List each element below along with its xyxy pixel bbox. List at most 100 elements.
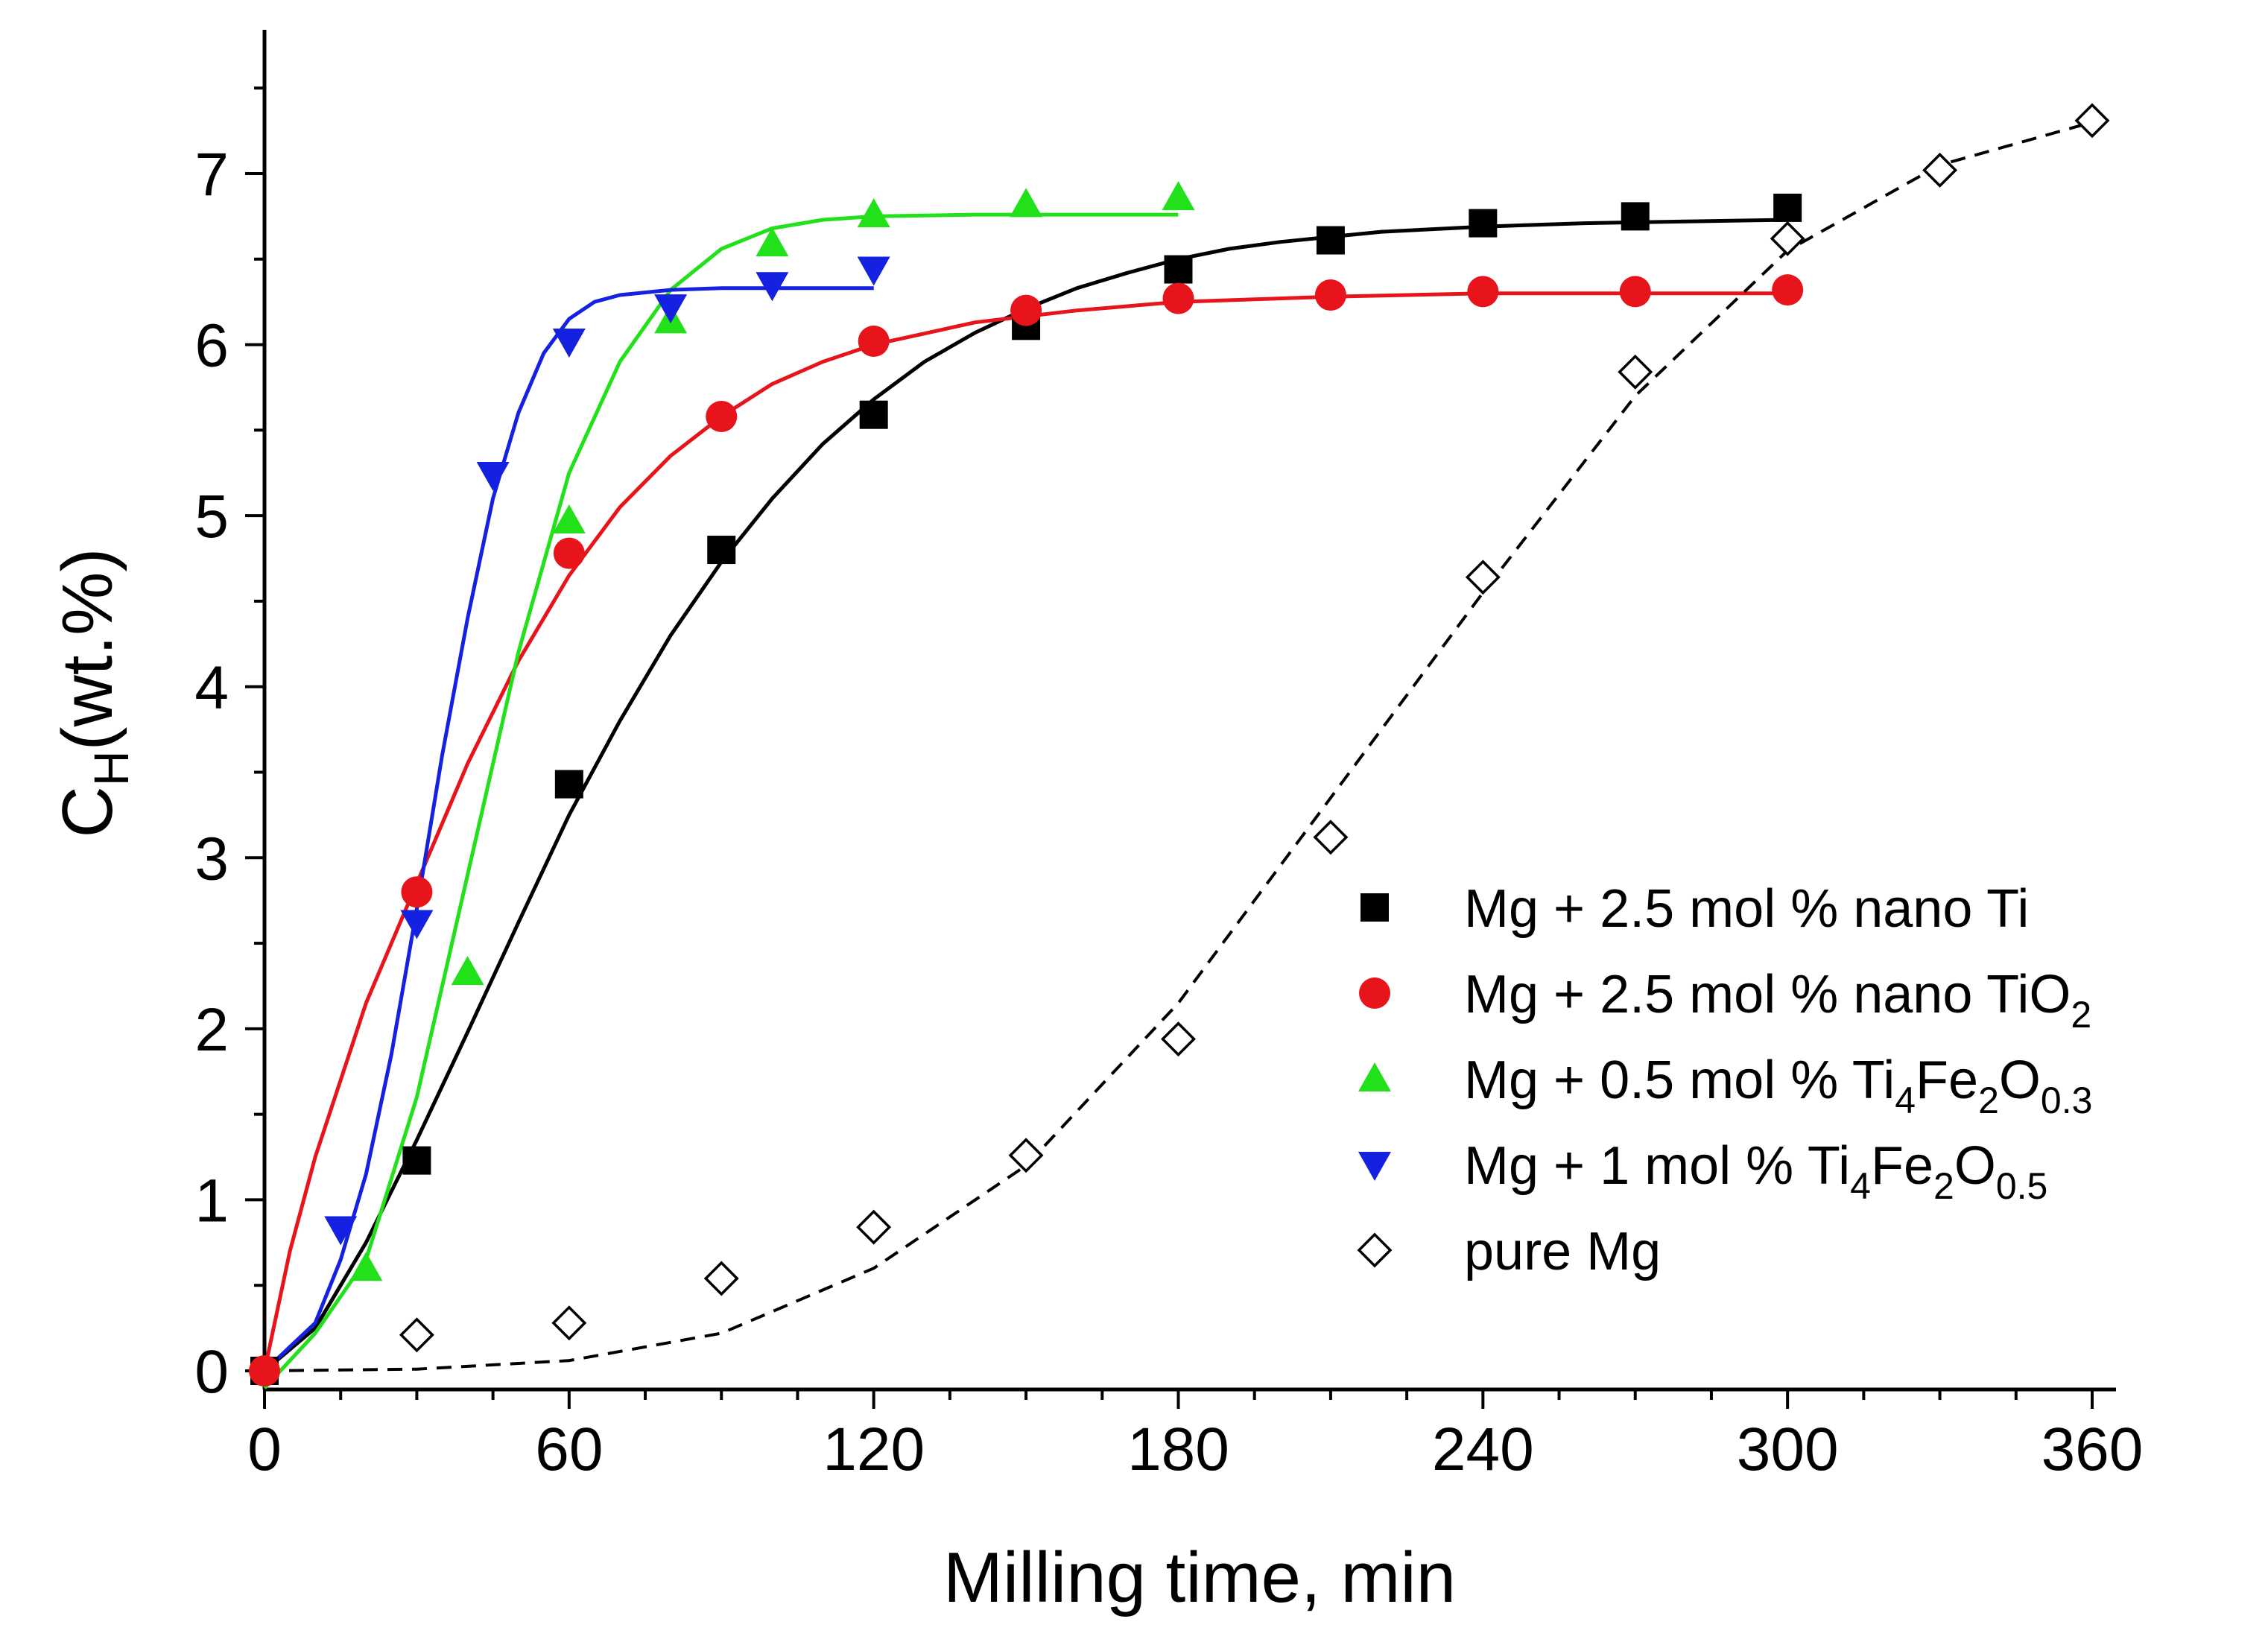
y-axis-title-main: C <box>48 786 127 837</box>
legend-label-part: 2 <box>1933 1165 1954 1207</box>
series-1-points <box>250 193 1802 1385</box>
y-axis-title: CH(wt.%) <box>48 548 139 838</box>
data-point <box>1618 354 1653 390</box>
data-point <box>399 1317 434 1353</box>
legend-label-part: Fe <box>1871 1136 1933 1196</box>
data-point <box>401 876 433 908</box>
y-tick-label: 6 <box>194 312 229 380</box>
legend-label-part: Mg + 2.5 mol % nano TiO <box>1464 965 2071 1024</box>
data-point <box>1467 276 1499 308</box>
y-tick-label: 0 <box>194 1338 229 1406</box>
data-points <box>249 103 2110 1386</box>
fit-curve-series-3 <box>263 212 1179 1389</box>
legend-label-part: 2 <box>2071 994 2091 1036</box>
series-5-points <box>399 103 2110 1353</box>
legend-label-part: O <box>1999 1050 2041 1110</box>
data-point <box>349 1252 383 1281</box>
y-tick-label: 2 <box>194 996 229 1064</box>
legend-label: Mg + 1 mol % Ti4Fe2O0.5 <box>1464 1136 2047 1207</box>
legend-label-part: 0.5 <box>1996 1165 2048 1207</box>
x-tick-label: 120 <box>823 1416 925 1483</box>
data-point <box>552 504 586 534</box>
data-point <box>1621 202 1650 231</box>
legend-label-part: Mg + 0.5 mol % Ti <box>1464 1050 1895 1110</box>
x-tick-label: 300 <box>1737 1416 1839 1483</box>
data-point <box>1008 1138 1044 1173</box>
data-point <box>552 328 586 358</box>
data-point <box>1469 209 1498 238</box>
data-point <box>1162 181 1195 211</box>
series-3-points <box>349 181 1195 1281</box>
data-point <box>654 294 688 324</box>
fit-curve-series-4 <box>263 286 874 1372</box>
y-axis-title-rest: (wt.%) <box>48 548 127 751</box>
y-tick-label: 7 <box>194 141 229 209</box>
data-point <box>858 325 890 357</box>
x-tick-label: 0 <box>247 1416 282 1483</box>
data-point <box>703 1261 739 1296</box>
data-point <box>707 536 736 565</box>
x-tick-label: 180 <box>1127 1416 1229 1483</box>
legend-label-part: 4 <box>1850 1165 1871 1207</box>
legend-label-part: O <box>1954 1136 1996 1196</box>
data-point <box>400 910 434 939</box>
fit-curve-series-1 <box>263 218 1788 1372</box>
data-point <box>1770 221 1805 256</box>
legend-marker <box>1358 1152 1391 1181</box>
legend-label: Mg + 2.5 mol % nano Ti <box>1464 879 2029 939</box>
data-point <box>1773 193 1802 222</box>
legend-label-part: 0.3 <box>2041 1080 2093 1121</box>
legend: Mg + 2.5 mol % nano Ti Mg + 2.5 mol % nan… <box>1357 879 2092 1281</box>
data-point <box>324 1216 358 1246</box>
data-point <box>756 272 789 302</box>
data-point <box>1314 279 1346 311</box>
legend-marker <box>1357 1232 1393 1268</box>
data-point <box>554 770 583 799</box>
x-tick-label: 240 <box>1432 1416 1534 1483</box>
y-tick-label: 4 <box>194 654 229 722</box>
data-point <box>476 462 510 492</box>
data-point <box>553 537 585 569</box>
legend-entry: Mg + 0.5 mol % Ti4Fe2O0.3 <box>1358 1050 2092 1121</box>
legend-label-part: pure Mg <box>1464 1222 1661 1281</box>
legend-marker <box>1358 1062 1391 1091</box>
series-4-points <box>324 256 890 1246</box>
legend-entry: Mg + 1 mol % Ti4Fe2O0.5 <box>1358 1136 2047 1207</box>
data-point <box>857 256 890 286</box>
y-axis-title-sub: H <box>83 750 139 786</box>
data-point <box>1010 188 1043 218</box>
y-tick-label: 1 <box>194 1167 229 1235</box>
data-point <box>1772 274 1804 306</box>
legend-entry: Mg + 2.5 mol % nano Ti <box>1361 879 2029 939</box>
data-point <box>2074 103 2110 139</box>
data-point <box>551 1305 587 1341</box>
data-point <box>451 956 484 986</box>
data-point <box>1316 226 1345 255</box>
data-point <box>402 1146 431 1175</box>
data-point <box>249 1355 280 1386</box>
x-tick-label: 60 <box>535 1416 603 1483</box>
data-point <box>1164 255 1193 284</box>
y-tick-label: 3 <box>194 825 229 893</box>
data-point <box>1010 294 1042 326</box>
data-point <box>1313 820 1349 855</box>
legend-marker <box>1359 977 1390 1009</box>
legend-label: Mg + 2.5 mol % nano TiO2 <box>1464 965 2091 1036</box>
x-axis-title: Milling time, min <box>943 1538 1456 1617</box>
legend-marker <box>1361 893 1389 922</box>
legend-label: Mg + 0.5 mol % Ti4Fe2O0.3 <box>1464 1050 2092 1121</box>
data-point <box>857 198 890 228</box>
data-point <box>1922 152 1958 188</box>
legend-label: pure Mg <box>1464 1222 1661 1281</box>
series-2-points <box>249 274 1804 1386</box>
legend-label-part: Mg + 1 mol % Ti <box>1464 1136 1850 1196</box>
data-point <box>859 400 888 429</box>
data-point <box>1162 282 1194 314</box>
legend-label-part: 2 <box>1978 1080 1999 1121</box>
data-point <box>1619 276 1651 308</box>
y-tick-label: 5 <box>194 483 229 551</box>
legend-entry: pure Mg <box>1357 1222 1661 1281</box>
data-point <box>856 1209 892 1245</box>
data-point <box>706 400 738 432</box>
